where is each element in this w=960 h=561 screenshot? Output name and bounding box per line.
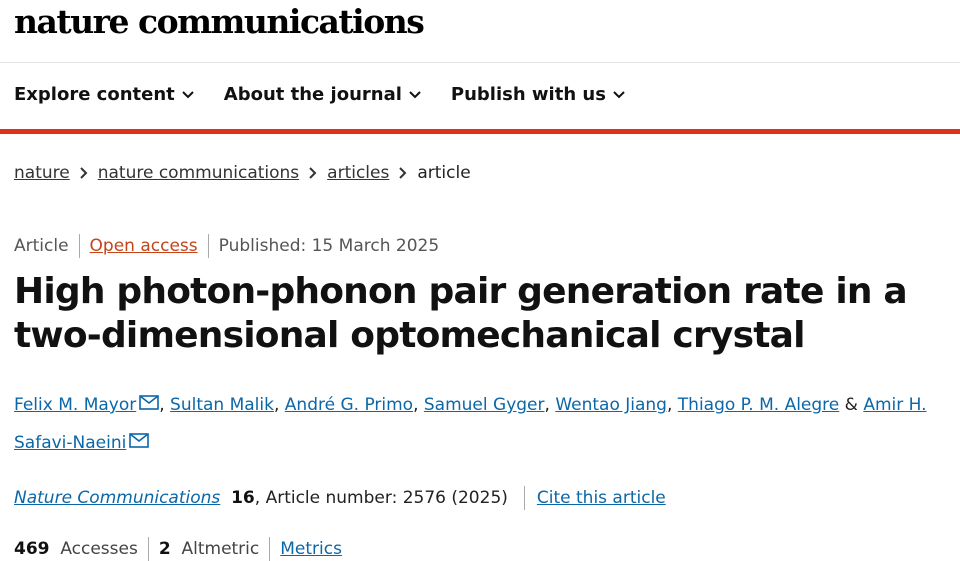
breadcrumb-item: article (417, 163, 471, 183)
citation: Nature Communications 16 , Article numbe… (14, 486, 666, 510)
separator (147, 537, 149, 561)
author-link[interactable]: André G. Primo (284, 395, 414, 415)
accesses-label: Accesses (60, 539, 138, 559)
author-link[interactable]: Samuel Gyger (423, 395, 545, 415)
author-separator: , (544, 395, 550, 415)
breadcrumb-chevron (309, 167, 317, 179)
breadcrumb: nature nature communications articles artic… (14, 163, 471, 183)
accesses-count: 469 (14, 539, 50, 559)
article-number: , Article number: 2576 (2025) (254, 488, 508, 508)
author-separator: , (273, 395, 280, 415)
journal-link[interactable]: Nature Communications (14, 488, 221, 508)
email-icon (136, 395, 160, 410)
author-separator: , (666, 395, 673, 415)
separator (523, 486, 525, 510)
cite-link[interactable]: Cite this article (536, 488, 666, 508)
separator (78, 234, 80, 258)
breadcrumb-chevron (80, 167, 88, 179)
breadcrumb-chevron (399, 167, 407, 179)
breadcrumb-item[interactable]: nature communications (97, 163, 300, 183)
breadcrumb-item[interactable]: nature (14, 163, 70, 183)
volume: 16 (231, 488, 255, 508)
breadcrumb-item[interactable]: articles (327, 163, 390, 183)
divider (0, 62, 960, 63)
author-link[interactable]: Wentao Jiang (555, 395, 667, 415)
author-link[interactable]: Felix M. Mayor (14, 395, 137, 415)
separator (207, 234, 209, 258)
author-conjunction: & (844, 395, 858, 415)
metrics-link[interactable]: Metrics (280, 539, 342, 559)
nav-border (0, 129, 960, 134)
author-separator: , (159, 395, 165, 415)
email-icon (126, 433, 150, 448)
author-link[interactable]: Thiago P. M. Alegre (677, 395, 840, 415)
nav: Explore content About the journal Publish … (14, 84, 625, 105)
open-access[interactable]: Open access (89, 236, 198, 256)
author-link[interactable]: Sultan Malik (170, 395, 274, 415)
article-meta: Article Open access Published: 15 March … (14, 234, 439, 258)
article-type: Article (14, 236, 69, 256)
authors: Felix M. Mayor, Sultan Malik, André G. P… (14, 386, 959, 462)
author-link[interactable]: Amir H. Safavi-Naeini (14, 395, 927, 453)
altmetric-label: Altmetric (181, 539, 260, 559)
nav-item[interactable]: Publish with us (451, 84, 625, 105)
published-date: Published: 15 March 2025 (218, 236, 440, 256)
separator (269, 537, 271, 561)
nav-item[interactable]: About the journal (224, 84, 421, 105)
nav-item[interactable]: Explore content (14, 84, 194, 105)
dropdown-icon (409, 90, 421, 99)
article-title: High photon-phonon pair generation rate … (14, 271, 908, 356)
logo[interactable]: nature communications (14, 2, 425, 41)
dropdown-icon (613, 90, 625, 99)
altmetric-count: 2 (158, 539, 171, 559)
author-separator: , (413, 395, 419, 415)
metrics: 469 Accesses 2 Altmetric Metrics (14, 537, 342, 561)
dropdown-icon (182, 90, 194, 99)
